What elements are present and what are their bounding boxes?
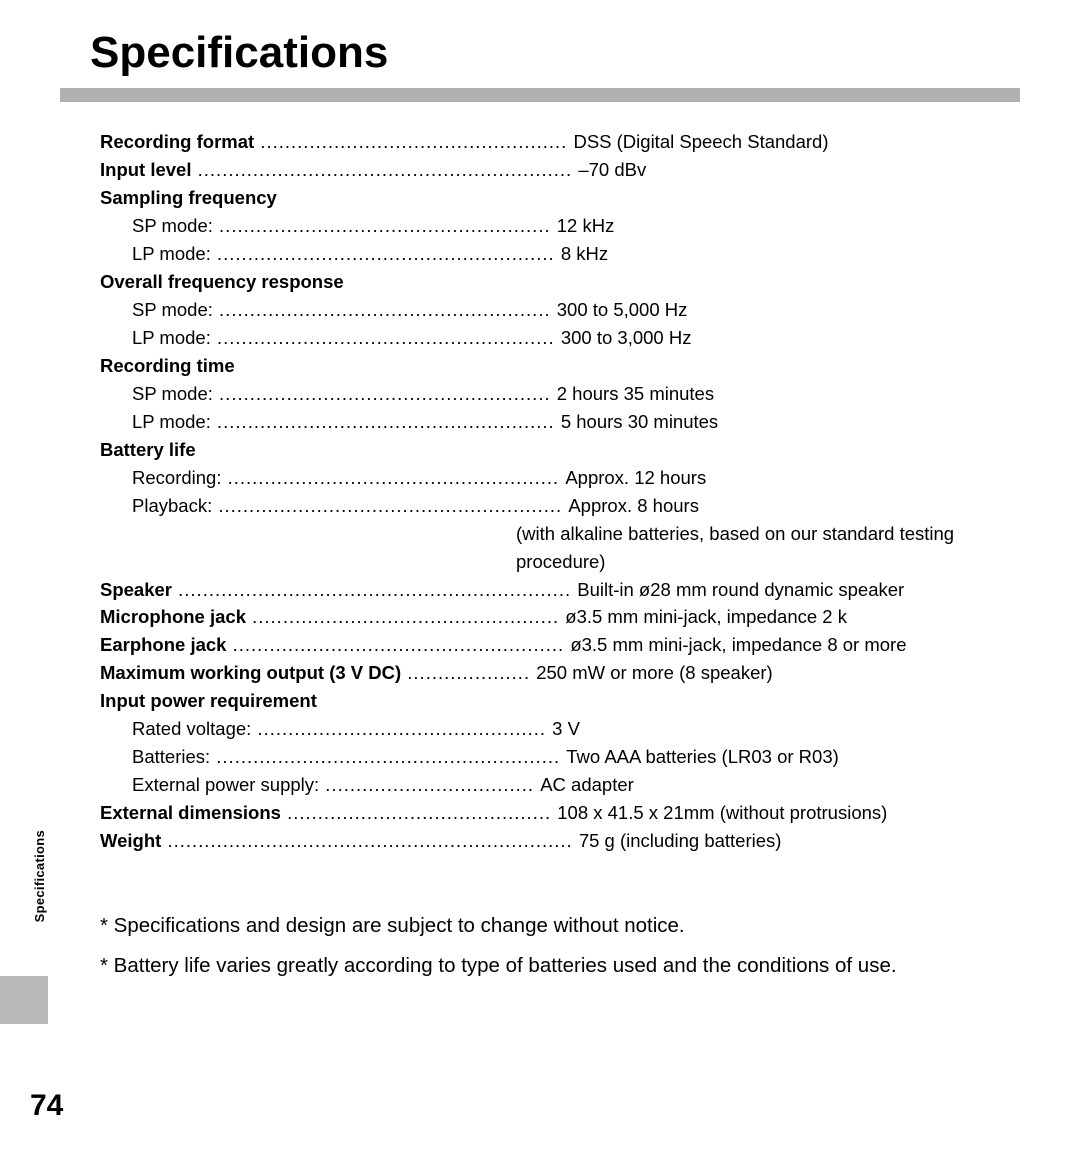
spec-value: 300 to 3,000 Hz (561, 326, 692, 351)
spec-sublabel: Rated voltage: (132, 717, 251, 742)
spec-row-earphone-jack: Earphone jack ..........................… (100, 633, 1010, 658)
spec-row-batteries: Batteries: .............................… (100, 745, 1010, 770)
spec-row-battery-life: Battery life (100, 438, 1010, 463)
spec-label: Sampling frequency (100, 186, 277, 211)
spec-row-max-output: Maximum working output (3 V DC) ........… (100, 661, 1010, 686)
leader-dots: ........................................… (210, 745, 566, 770)
spec-row-recording-time: Recording time (100, 354, 1010, 379)
spec-row-input-power: Input power requirement (100, 689, 1010, 714)
spec-value: 5 hours 30 minutes (561, 410, 718, 435)
leader-dots: ........................................… (212, 494, 568, 519)
spec-value: –70 dBv (578, 158, 646, 183)
spec-sublabel: External power supply: (132, 773, 319, 798)
spec-label: Maximum working output (3 V DC) (100, 661, 401, 686)
page-title: Specifications (90, 28, 1020, 78)
spec-value: 75 g (including batteries) (579, 829, 782, 854)
leader-dots: ........................................… (251, 717, 552, 742)
spec-note: procedure) (516, 550, 605, 575)
spec-row-external-power: External power supply: .................… (100, 773, 1010, 798)
leader-dots: ........................................… (211, 242, 561, 267)
spec-value: 2 hours 35 minutes (557, 382, 714, 407)
spec-value: Built-in ø28 mm round dynamic speaker (577, 578, 904, 603)
spec-label: Recording time (100, 354, 235, 379)
spec-row-recording: Recording: .............................… (100, 466, 1010, 491)
spec-note: (with alkaline batteries, based on our s… (516, 522, 954, 547)
spec-row-weight: Weight .................................… (100, 829, 1010, 854)
spec-value: Approx. 12 hours (565, 466, 706, 491)
spec-sublabel: Recording: (132, 466, 221, 491)
spec-row-playback: Playback: ..............................… (100, 494, 1010, 519)
spec-row-recording-format: Recording format .......................… (100, 130, 1010, 155)
spec-sublabel: LP mode: (132, 410, 211, 435)
spec-sublabel: SP mode: (132, 298, 213, 323)
spec-label: Weight (100, 829, 161, 854)
spec-row-lp-mode: LP mode: ...............................… (100, 326, 1010, 351)
spec-row-sp-mode: SP mode: ...............................… (100, 214, 1010, 239)
leader-dots: ........................................… (161, 829, 579, 854)
spec-value: 3 V (552, 717, 580, 742)
leader-dots: .................... (401, 661, 536, 686)
spec-row-battery-note1: (with alkaline batteries, based on our s… (100, 522, 1010, 547)
spec-value: 300 to 5,000 Hz (557, 298, 688, 323)
footnote-1: * Specifications and design are subject … (100, 906, 1020, 946)
leader-dots: ........................................… (226, 633, 570, 658)
leader-dots: ........................................… (213, 382, 557, 407)
spec-value: 12 kHz (557, 214, 615, 239)
spec-list: Recording format .......................… (100, 130, 1010, 854)
spec-row-speaker: Speaker ................................… (100, 578, 1010, 603)
side-tab (0, 976, 48, 1024)
spec-sublabel: LP mode: (132, 326, 211, 351)
spec-row-external-dimensions: External dimensions ....................… (100, 801, 1010, 826)
spec-label: Microphone jack (100, 605, 246, 630)
leader-dots: ........................................… (254, 130, 573, 155)
spec-sublabel: SP mode: (132, 382, 213, 407)
leader-dots: ........................................… (192, 158, 579, 183)
leader-dots: ........................................… (281, 801, 557, 826)
leader-dots: .................................. (319, 773, 540, 798)
footnote-2: * Battery life varies greatly according … (100, 946, 1020, 986)
spec-label: External dimensions (100, 801, 281, 826)
spec-sublabel: LP mode: (132, 242, 211, 267)
leader-dots: ........................................… (246, 605, 565, 630)
leader-dots: ........................................… (213, 214, 557, 239)
spec-value: DSS (Digital Speech Standard) (573, 130, 828, 155)
spec-sublabel: Playback: (132, 494, 212, 519)
spec-label: Input level (100, 158, 192, 183)
spec-row-lp-mode: LP mode: ...............................… (100, 410, 1010, 435)
spec-row-microphone-jack: Microphone jack ........................… (100, 605, 1010, 630)
spec-label: Overall frequency response (100, 270, 344, 295)
spec-sublabel: SP mode: (132, 214, 213, 239)
leader-dots: ........................................… (221, 466, 565, 491)
spec-value: 8 kHz (561, 242, 608, 267)
spec-value: Approx. 8 hours (568, 494, 699, 519)
leader-dots: ........................................… (211, 326, 561, 351)
side-section-label: Specifications (32, 830, 47, 922)
spec-row-lp-mode: LP mode: ...............................… (100, 242, 1010, 267)
spec-row-sampling-frequency: Sampling frequency (100, 186, 1010, 211)
spec-value: AC adapter (540, 773, 634, 798)
spec-value: ø3.5 mm mini-jack, impedance 8 or more (570, 633, 906, 658)
spec-row-rated-voltage: Rated voltage: .........................… (100, 717, 1010, 742)
spec-value: 250 mW or more (8 speaker) (536, 661, 772, 686)
spec-sublabel: Batteries: (132, 745, 210, 770)
spec-row-overall-frequency: Overall frequency response (100, 270, 1010, 295)
spec-label: Battery life (100, 438, 196, 463)
leader-dots: ........................................… (172, 578, 577, 603)
spec-value: Two AAA batteries (LR03 or R03) (566, 745, 839, 770)
spec-label: Recording format (100, 130, 254, 155)
leader-dots: ........................................… (211, 410, 561, 435)
spec-label: Earphone jack (100, 633, 226, 658)
spec-value: ø3.5 mm mini-jack, impedance 2 k (565, 605, 847, 630)
leader-dots: ........................................… (213, 298, 557, 323)
spec-row-sp-mode: SP mode: ...............................… (100, 382, 1010, 407)
title-divider (60, 88, 1020, 102)
spec-row-sp-mode: SP mode: ...............................… (100, 298, 1010, 323)
page-number: 74 (30, 1089, 63, 1123)
spec-label: Input power requirement (100, 689, 317, 714)
spec-row-input-level: Input level ............................… (100, 158, 1010, 183)
spec-row-battery-note2: procedure) (100, 550, 1010, 575)
footnotes: * Specifications and design are subject … (100, 906, 1020, 986)
spec-value: 108 x 41.5 x 21mm (without protrusions) (557, 801, 887, 826)
spec-label: Speaker (100, 578, 172, 603)
